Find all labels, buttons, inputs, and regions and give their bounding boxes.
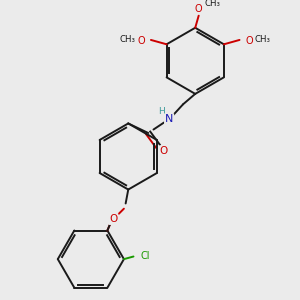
Text: Cl: Cl	[140, 250, 149, 261]
Text: O: O	[109, 214, 118, 224]
Text: CH₃: CH₃	[255, 35, 271, 44]
Text: H: H	[158, 107, 165, 116]
Text: O: O	[245, 36, 253, 46]
Text: O: O	[159, 146, 167, 156]
Text: CH₃: CH₃	[205, 0, 220, 8]
Text: CH₃: CH₃	[119, 35, 136, 44]
Text: O: O	[195, 4, 202, 14]
Text: O: O	[138, 36, 145, 46]
Text: N: N	[165, 114, 173, 124]
